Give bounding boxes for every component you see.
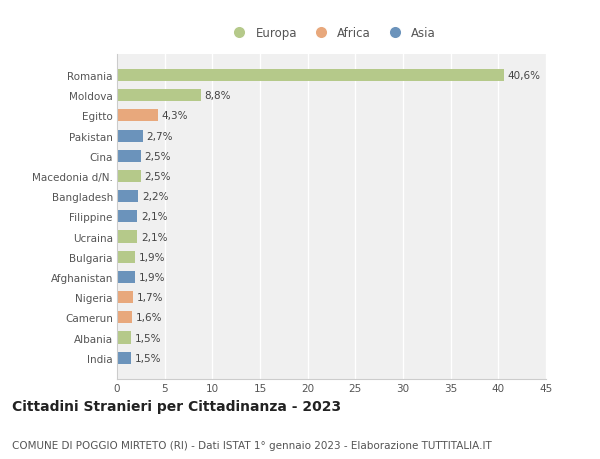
Text: COMUNE DI POGGIO MIRTETO (RI) - Dati ISTAT 1° gennaio 2023 - Elaborazione TUTTIT: COMUNE DI POGGIO MIRTETO (RI) - Dati IST… xyxy=(12,440,492,450)
Text: 1,5%: 1,5% xyxy=(135,333,161,343)
Text: 2,1%: 2,1% xyxy=(141,212,167,222)
Bar xyxy=(117,130,143,142)
Text: 2,1%: 2,1% xyxy=(141,232,167,242)
Text: 2,5%: 2,5% xyxy=(145,151,171,162)
Bar xyxy=(117,291,133,303)
Text: Cittadini Stranieri per Cittadinanza - 2023: Cittadini Stranieri per Cittadinanza - 2… xyxy=(12,399,341,413)
Text: 2,2%: 2,2% xyxy=(142,192,168,202)
Text: 40,6%: 40,6% xyxy=(508,71,541,81)
Text: 1,6%: 1,6% xyxy=(136,313,163,323)
Text: 4,3%: 4,3% xyxy=(162,111,188,121)
Bar xyxy=(117,211,137,223)
Legend: Europa, Africa, Asia: Europa, Africa, Asia xyxy=(223,22,440,45)
Bar xyxy=(117,90,201,102)
Bar xyxy=(117,332,131,344)
Bar xyxy=(117,110,158,122)
Bar xyxy=(117,171,141,183)
Text: 1,9%: 1,9% xyxy=(139,252,166,262)
Bar xyxy=(117,70,504,82)
Text: 1,5%: 1,5% xyxy=(135,353,161,363)
Bar xyxy=(117,312,132,324)
Text: 2,7%: 2,7% xyxy=(146,131,173,141)
Text: 1,7%: 1,7% xyxy=(137,292,164,302)
Text: 2,5%: 2,5% xyxy=(145,172,171,182)
Text: 8,8%: 8,8% xyxy=(205,91,231,101)
Bar xyxy=(117,190,138,203)
Bar xyxy=(117,151,141,162)
Bar xyxy=(117,352,131,364)
Text: 1,9%: 1,9% xyxy=(139,272,166,282)
Bar xyxy=(117,231,137,243)
Bar xyxy=(117,271,135,283)
Bar xyxy=(117,251,135,263)
